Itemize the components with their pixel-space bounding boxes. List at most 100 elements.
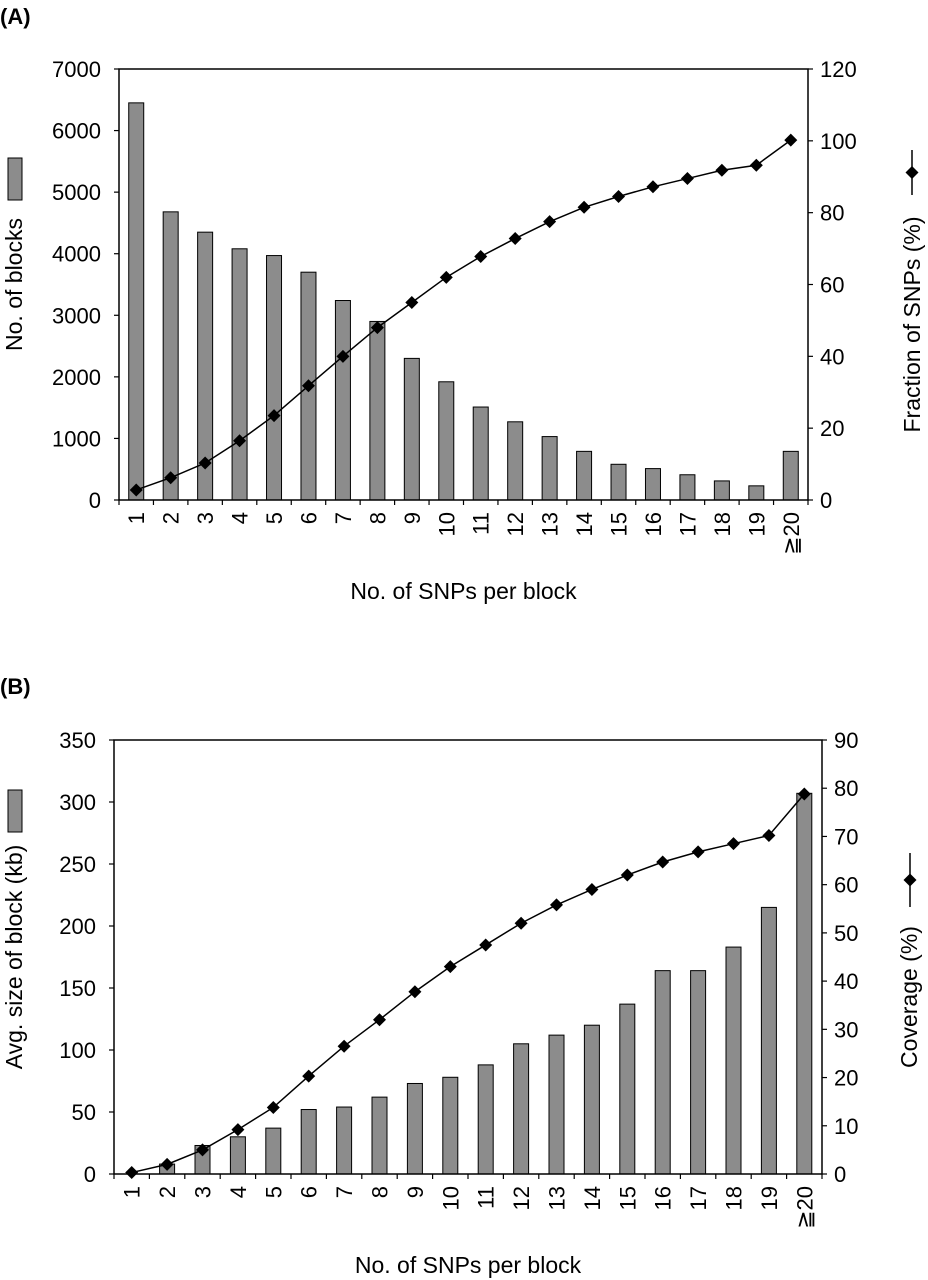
x-tick-label: 1	[120, 1186, 145, 1198]
x-tick-label: 3	[193, 512, 218, 524]
bar	[796, 792, 813, 1175]
line-marker	[301, 379, 315, 393]
y2-tick-label: 50	[834, 921, 858, 946]
y-tick-label: 250	[59, 852, 96, 877]
line-marker	[749, 158, 763, 172]
legend-line-marker	[905, 166, 919, 179]
y2-tick-label: 20	[834, 1066, 858, 1091]
line-marker	[784, 133, 798, 147]
bar	[583, 1024, 600, 1175]
y-tick-label: 100	[59, 1038, 96, 1063]
x-tick-label: 19	[744, 512, 769, 536]
bar	[369, 320, 386, 501]
y2-tick-label: 60	[820, 273, 844, 298]
x-tick-label: 18	[710, 512, 735, 536]
line-marker	[125, 1166, 139, 1180]
bar	[403, 357, 420, 501]
bar	[231, 248, 248, 501]
x-tick-label: 8	[365, 512, 390, 524]
line-marker	[373, 1013, 386, 1027]
chart-panel-a: (A) 0 1000 2000 3000 4000 5000 6000 7000 0 20 40 60 8…	[0, 4, 925, 604]
line-marker	[439, 270, 453, 284]
bar	[162, 211, 179, 501]
x-tick-label: 10	[434, 512, 459, 536]
x-tick-label: 2	[155, 1186, 180, 1198]
y2-tick-label: 90	[834, 728, 858, 753]
x-tick-label: 9	[403, 1186, 428, 1198]
bar	[725, 946, 742, 1175]
bar	[477, 1064, 494, 1175]
line-marker	[337, 1039, 351, 1053]
x-tick-label: 12	[509, 1186, 534, 1210]
x-tick-label: 14	[580, 1186, 605, 1210]
y-tick-label: 3000	[52, 303, 101, 328]
line-marker	[691, 845, 705, 859]
x-tick-label: 6	[297, 1186, 322, 1198]
bar	[576, 450, 593, 501]
line-marker	[129, 483, 143, 497]
line-marker	[370, 321, 384, 335]
bar	[265, 1127, 282, 1175]
y-tick-label: 6000	[52, 119, 101, 144]
line-marker	[443, 960, 457, 974]
y2-tick-label: 100	[820, 129, 857, 154]
y2-tick-label: 60	[834, 873, 858, 898]
bar	[760, 906, 777, 1175]
legend-bar-swatch	[7, 789, 23, 833]
line-marker	[336, 349, 350, 363]
x-tick-label: 11	[469, 512, 494, 535]
y2-tick-label: 20	[820, 416, 844, 441]
x-tick-label: 13	[545, 1186, 570, 1210]
bar	[513, 1043, 530, 1175]
line-marker	[233, 434, 247, 448]
y-tick-label: 200	[59, 914, 96, 939]
line-marker	[160, 1157, 174, 1171]
line-series	[135, 139, 792, 491]
x-axis-title: No. of SNPs per block	[350, 578, 577, 604]
y-tick-label: 150	[59, 976, 96, 1001]
bar	[690, 970, 707, 1175]
x-tick-label: 10	[438, 1186, 463, 1210]
bar	[748, 485, 765, 501]
line-marker	[550, 898, 563, 912]
x-tick-label: 5	[261, 1186, 286, 1198]
legend-bar-swatch	[7, 157, 23, 201]
bar	[548, 1034, 565, 1175]
y2-tick-label: 70	[834, 824, 858, 849]
bar	[713, 480, 730, 501]
x-tick-label: 6	[296, 512, 321, 524]
x-tick-label: 4	[226, 1186, 251, 1198]
y-tick-label: 7000	[52, 57, 101, 82]
bar	[507, 421, 524, 501]
chart-panel-b: (B) 0 50 100 150 200 250 300 350 0 10 20 30 40 50 60 70 8…	[0, 674, 922, 1278]
line-marker	[680, 172, 694, 186]
bar	[229, 1136, 246, 1175]
line-marker	[797, 787, 811, 801]
x-tick-label: 7	[332, 1186, 357, 1198]
x-tick-label: 16	[641, 512, 666, 536]
y2-tick-label: 10	[834, 1114, 858, 1139]
bar	[644, 468, 661, 501]
bar	[406, 1082, 423, 1175]
y2-tick-label: 80	[834, 776, 858, 801]
bar	[438, 381, 455, 501]
x-tick-label: 13	[538, 512, 563, 536]
x-tick-label: ≧20	[779, 512, 804, 555]
y-tick-label: 300	[59, 790, 96, 815]
line-marker	[514, 916, 528, 930]
y2-tick-label: 80	[820, 201, 844, 226]
bar	[300, 1109, 317, 1175]
bar	[782, 450, 799, 501]
line-marker	[727, 837, 740, 851]
y-tick-label: 5000	[52, 180, 101, 205]
x-tick-label: 4	[228, 512, 253, 524]
line-marker	[577, 200, 591, 214]
x-tick-label: 7	[331, 512, 356, 524]
y2-tick-label: 0	[834, 1162, 846, 1187]
line-marker	[231, 1123, 245, 1137]
bar	[371, 1096, 388, 1175]
y-tick-label: 50	[72, 1100, 96, 1125]
line-marker	[585, 882, 599, 896]
bar	[679, 474, 696, 501]
y-axis-title: No. of blocks	[1, 218, 27, 351]
